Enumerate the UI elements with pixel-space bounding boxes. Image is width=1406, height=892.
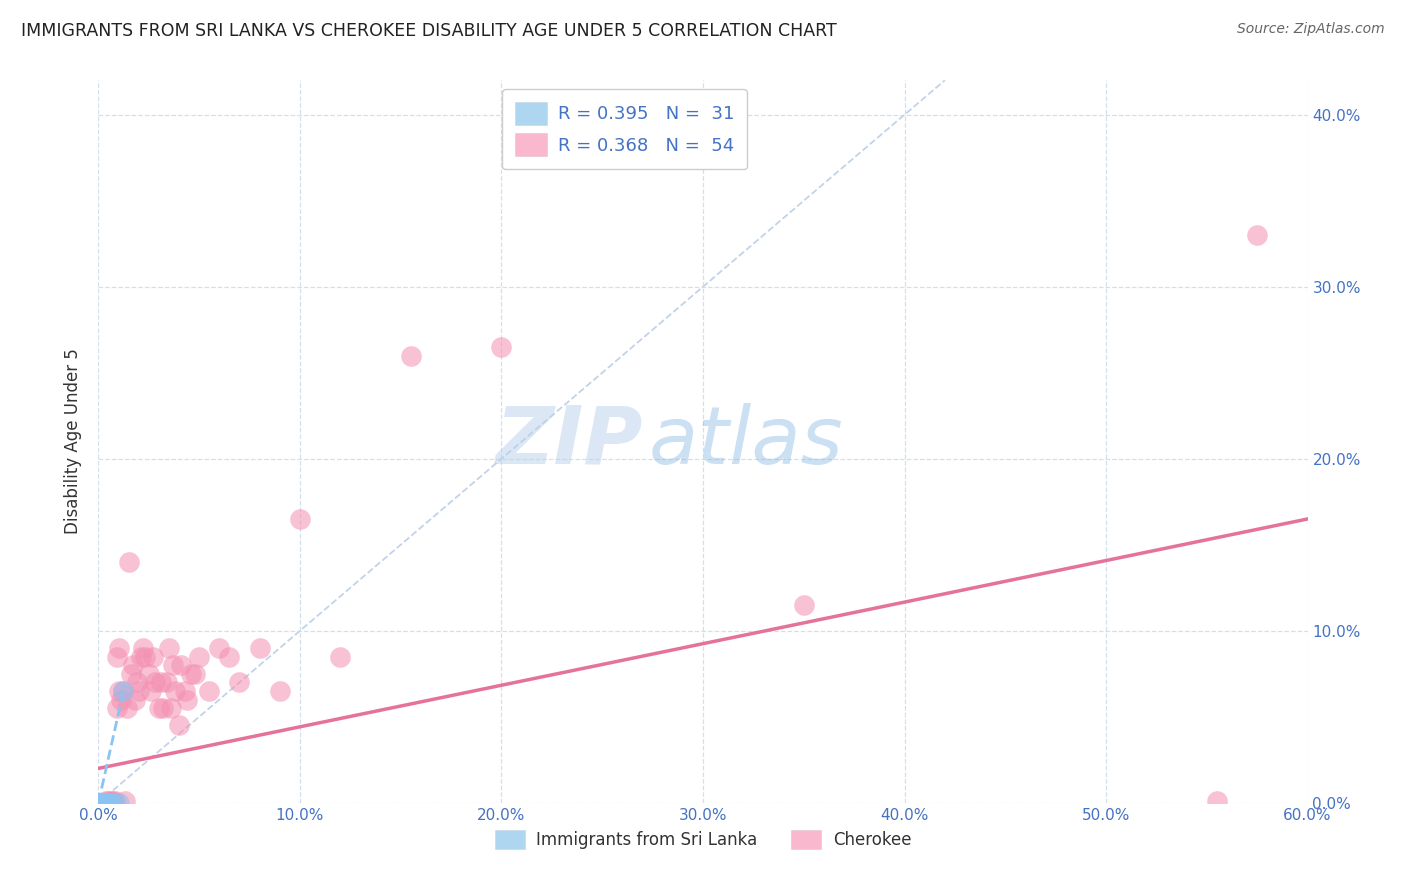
Point [93, 796, 115, 810]
Point [101, 796, 124, 810]
Point [118, 555, 141, 569]
Point [1246, 228, 1268, 243]
Text: Source: ZipAtlas.com: Source: ZipAtlas.com [1237, 22, 1385, 37]
Point [188, 649, 211, 664]
Point [208, 640, 231, 655]
Point [174, 684, 197, 698]
Point [157, 640, 180, 655]
Point [89, 796, 111, 810]
Point [249, 640, 271, 655]
Point [89, 796, 111, 810]
Point [167, 718, 190, 732]
Point [105, 701, 128, 715]
Point [121, 658, 143, 673]
Point [142, 649, 165, 664]
Legend: Immigrants from Sri Lanka, Cherokee: Immigrants from Sri Lanka, Cherokee [488, 823, 918, 856]
Point [149, 675, 172, 690]
Y-axis label: Disability Age Under 5: Disability Age Under 5 [65, 349, 83, 534]
Point [89, 796, 111, 810]
Point [89, 796, 111, 810]
Point [143, 675, 166, 690]
Point [156, 675, 179, 690]
Point [180, 666, 202, 681]
Point [162, 658, 184, 673]
Point [148, 701, 170, 715]
Point [228, 675, 250, 690]
Point [138, 666, 160, 681]
Point [91, 796, 114, 810]
Point [93, 796, 115, 810]
Point [89, 796, 111, 810]
Point [96, 796, 118, 810]
Point [89, 796, 111, 810]
Point [107, 640, 129, 655]
Point [103, 794, 125, 808]
Point [170, 658, 193, 673]
Point [101, 794, 124, 808]
Point [96, 794, 118, 808]
Point [114, 794, 136, 808]
Point [115, 701, 138, 715]
Point [93, 796, 115, 810]
Point [134, 649, 156, 664]
Point [100, 794, 122, 808]
Point [120, 666, 142, 681]
Point [129, 649, 152, 664]
Point [97, 796, 120, 810]
Point [793, 598, 815, 612]
Point [128, 684, 150, 698]
Point [105, 649, 128, 664]
Point [163, 684, 186, 698]
Point [125, 675, 148, 690]
Point [89, 796, 111, 810]
Point [89, 796, 111, 810]
Point [96, 796, 118, 810]
Point [111, 684, 134, 698]
Point [329, 649, 352, 664]
Point [89, 796, 111, 810]
Point [491, 340, 513, 354]
Point [97, 794, 120, 808]
Point [1206, 794, 1229, 808]
Point [110, 692, 132, 706]
Point [288, 512, 311, 526]
Point [89, 796, 111, 810]
Point [184, 666, 207, 681]
Point [91, 796, 114, 810]
Point [91, 796, 114, 810]
Point [269, 684, 291, 698]
Point [107, 684, 129, 698]
Text: IMMIGRANTS FROM SRI LANKA VS CHEROKEE DISABILITY AGE UNDER 5 CORRELATION CHART: IMMIGRANTS FROM SRI LANKA VS CHEROKEE DI… [21, 22, 837, 40]
Point [176, 692, 198, 706]
Point [107, 796, 129, 810]
Point [91, 796, 114, 810]
Point [399, 349, 422, 363]
Point [89, 796, 111, 810]
Point [89, 796, 111, 810]
Text: atlas: atlas [648, 402, 844, 481]
Point [218, 649, 240, 664]
Point [100, 796, 122, 810]
Point [89, 796, 111, 810]
Point [124, 692, 146, 706]
Text: ZIP: ZIP [495, 402, 643, 481]
Point [111, 684, 134, 698]
Point [152, 701, 174, 715]
Point [89, 796, 111, 810]
Point [160, 701, 183, 715]
Point [139, 684, 162, 698]
Point [198, 684, 221, 698]
Point [91, 796, 114, 810]
Point [89, 796, 111, 810]
Point [132, 640, 155, 655]
Point [89, 796, 111, 810]
